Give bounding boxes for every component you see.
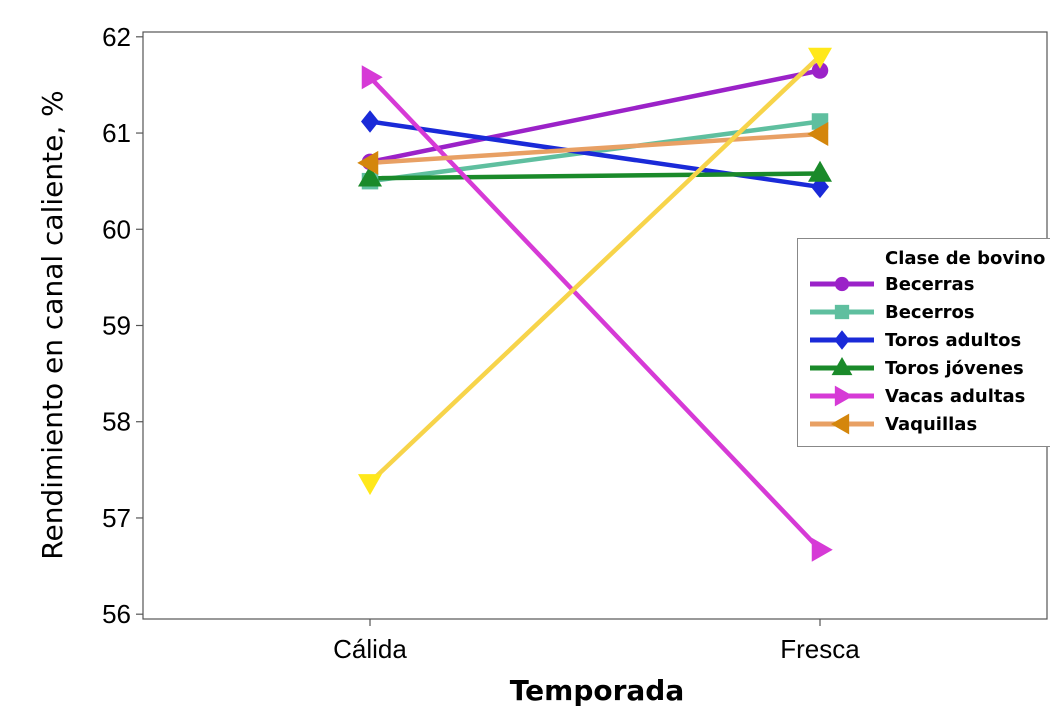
legend-label: Toros adultos	[885, 330, 1021, 351]
series-lines	[367, 53, 823, 552]
y-tick-label: 56	[102, 599, 131, 629]
series-markers	[357, 47, 833, 562]
y-tick-label: 59	[102, 311, 131, 341]
legend-entry-vaquillas: Vaquillas	[810, 413, 977, 435]
series-line-vaquillas	[367, 131, 823, 166]
data-point-toros-jovenes-fresca	[808, 160, 832, 182]
legend-entry-becerros: Becerros	[810, 302, 975, 323]
legend-title: Clase de bovino	[885, 248, 1045, 269]
x-axis-title: Temporada	[510, 674, 684, 707]
data-point-toros-adultos-calida	[361, 110, 379, 133]
series-line-becerros	[367, 119, 823, 184]
legend-entry-toros-adultos: Toros adultos	[810, 330, 1021, 351]
y-axis: 56 57 58 59 60 61 62	[102, 22, 143, 629]
data-point-vacas-adultas-calida	[361, 65, 383, 90]
series-line-unlabeled	[367, 53, 823, 485]
y-tick-label: 57	[102, 503, 131, 533]
x-axis: Cálida Fresca	[333, 619, 860, 664]
legend-entry-vacas-adultas: Vacas adultas	[810, 385, 1025, 407]
y-tick-label: 58	[102, 407, 131, 437]
x-tick-label: Fresca	[780, 634, 860, 664]
data-point-becerras-fresca	[811, 62, 829, 79]
legend: Clase de bovino Becerras Becerros Toros ad…	[797, 238, 1050, 447]
x-tick-label: Cálida	[333, 634, 407, 664]
legend-swatch-marker	[830, 413, 850, 435]
data-point-vaquillas-fresca	[807, 122, 829, 147]
legend-entry-becerras: Becerras	[810, 274, 974, 295]
y-tick-label: 60	[102, 214, 131, 244]
y-tick-label: 61	[102, 118, 131, 148]
legend-label: Becerras	[885, 274, 974, 295]
legend-label: Becerros	[885, 302, 975, 323]
legend-swatch-marker	[834, 385, 854, 407]
data-point-unlabeled-calida	[358, 474, 382, 496]
data-point-toros-jovenes-calida	[358, 165, 382, 187]
y-axis-title: Rendimiento en canal caliente, %	[36, 90, 69, 559]
series-line-becerras	[367, 68, 823, 165]
legend-entry-toros-jovenes: Toros jóvenes	[810, 356, 1024, 379]
legend-label: Vaquillas	[885, 414, 977, 435]
data-point-vacas-adultas-fresca	[811, 537, 833, 562]
legend-swatch-marker	[834, 304, 850, 320]
legend-label: Toros jóvenes	[885, 358, 1024, 379]
legend-swatch-marker	[834, 276, 850, 292]
series-line-toros-jovenes	[367, 171, 823, 181]
data-point-unlabeled-fresca	[808, 47, 832, 69]
data-point-vaquillas-calida	[357, 150, 379, 175]
legend-label: Vacas adultas	[885, 386, 1025, 407]
legend-swatch-marker	[831, 356, 853, 376]
y-tick-label: 62	[102, 22, 131, 52]
